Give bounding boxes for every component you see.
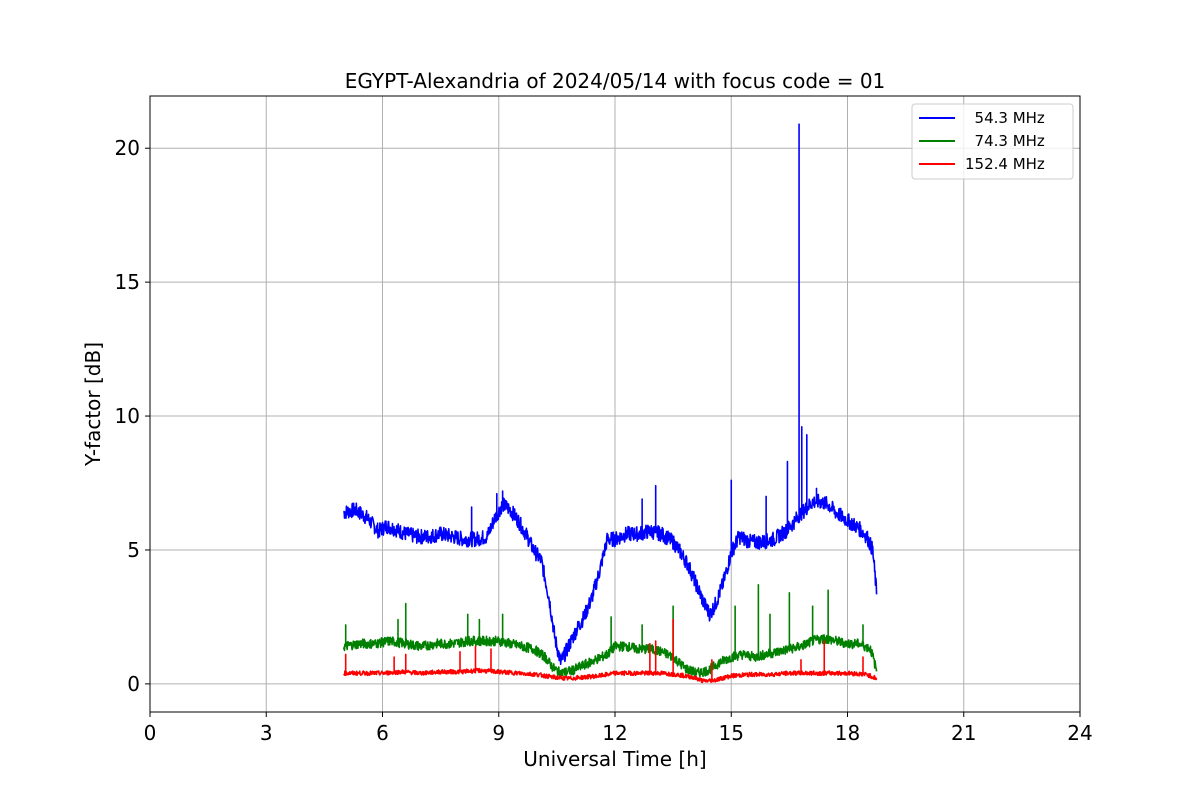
x-tick-label: 18 bbox=[835, 721, 860, 745]
chart-title: EGYPT-Alexandria of 2024/05/14 with focu… bbox=[345, 69, 886, 93]
series-0 bbox=[342, 123, 878, 666]
x-axis-label: Universal Time [h] bbox=[523, 747, 706, 771]
series-line bbox=[343, 618, 878, 684]
y-tick-label: 5 bbox=[127, 538, 140, 562]
x-tick-label: 3 bbox=[260, 721, 273, 745]
y-tick-label: 20 bbox=[115, 136, 140, 160]
x-tick-label: 0 bbox=[144, 721, 157, 745]
y-axis-label: Y-factor [dB] bbox=[81, 342, 105, 467]
x-tick-label: 24 bbox=[1067, 721, 1092, 745]
series-line bbox=[342, 583, 878, 679]
legend-box bbox=[911, 103, 1074, 180]
y-tick-label: 0 bbox=[127, 672, 140, 696]
x-tick-label: 15 bbox=[719, 721, 744, 745]
ticks: 0 3 6 9 12 15 18 21 24 0 5 10 15 20 bbox=[115, 136, 1093, 745]
series-line bbox=[342, 123, 878, 666]
x-tick-label: 9 bbox=[492, 721, 505, 745]
x-tick-label: 12 bbox=[602, 721, 627, 745]
legend: 54.3 MHz 74.3 MHz 152.4 MHz bbox=[911, 103, 1074, 180]
series-1 bbox=[342, 583, 878, 679]
series-layer bbox=[342, 123, 878, 684]
y-tick-label: 10 bbox=[115, 404, 140, 428]
series-2 bbox=[343, 618, 878, 684]
legend-entry: 54.3 MHz bbox=[965, 109, 1045, 127]
y-tick-label: 15 bbox=[115, 270, 140, 294]
x-tick-label: 21 bbox=[951, 721, 976, 745]
legend-entry: 74.3 MHz bbox=[965, 132, 1045, 150]
x-tick-label: 6 bbox=[376, 721, 389, 745]
legend-entry: 152.4 MHz bbox=[965, 155, 1045, 173]
